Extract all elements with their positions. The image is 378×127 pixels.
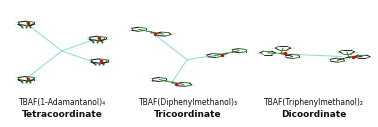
Text: Tricoordinate: Tricoordinate — [154, 110, 222, 119]
Text: Dicoordinate: Dicoordinate — [281, 110, 347, 119]
Text: TBAF(Triphenylmethanol)₂: TBAF(Triphenylmethanol)₂ — [264, 98, 364, 107]
Text: Tetracoordinate: Tetracoordinate — [22, 110, 103, 119]
Text: TBAF(Diphenylmethanol)₃: TBAF(Diphenylmethanol)₃ — [139, 98, 238, 107]
Text: TBAF(1-Adamantanol)₄: TBAF(1-Adamantanol)₄ — [19, 98, 106, 107]
